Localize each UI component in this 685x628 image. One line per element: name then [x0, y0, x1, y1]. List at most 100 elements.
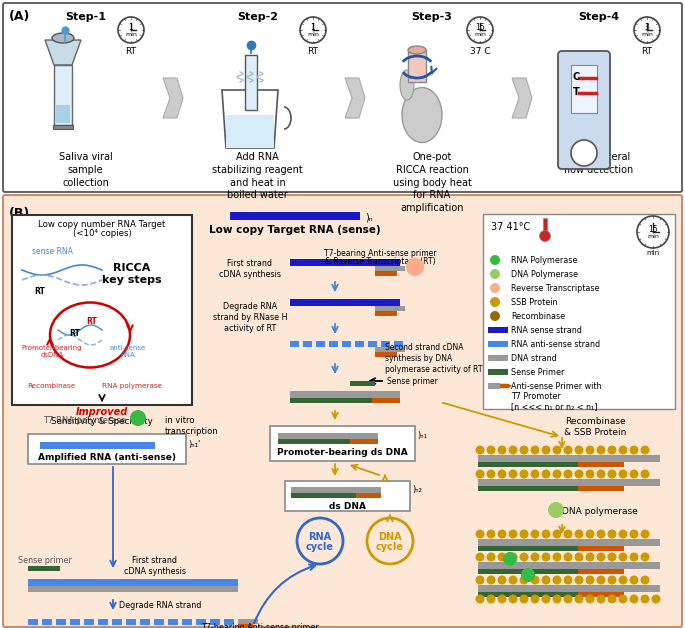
- Circle shape: [575, 595, 584, 604]
- Circle shape: [597, 553, 606, 561]
- Bar: [483, 214, 675, 409]
- Bar: [394, 341, 403, 347]
- Text: DNA: DNA: [378, 532, 402, 542]
- Bar: [355, 341, 364, 347]
- Text: C: C: [573, 72, 580, 82]
- Bar: [375, 347, 405, 352]
- Text: 3: 3: [645, 23, 649, 31]
- Text: Rapid lateral
flow detection: Rapid lateral flow detection: [564, 152, 634, 175]
- Text: RNA: RNA: [308, 532, 332, 542]
- Text: )ₙ₁: )ₙ₁: [417, 431, 427, 440]
- Text: T7-bearing Anti-sense primer: T7-bearing Anti-sense primer: [324, 249, 436, 258]
- Circle shape: [497, 445, 506, 455]
- Bar: [478, 562, 660, 569]
- Circle shape: [497, 575, 506, 585]
- Circle shape: [619, 553, 627, 561]
- Text: Add RNA
stabilizing reagent
and heat in
boiled water: Add RNA stabilizing reagent and heat in …: [212, 152, 303, 200]
- Circle shape: [608, 445, 616, 455]
- Circle shape: [497, 529, 506, 538]
- FancyBboxPatch shape: [3, 195, 682, 627]
- Text: First strand
cDNA synthesis: First strand cDNA synthesis: [124, 556, 186, 576]
- Circle shape: [630, 595, 638, 604]
- Text: Sense primer: Sense primer: [18, 556, 72, 565]
- Bar: [182, 619, 192, 625]
- Bar: [98, 619, 108, 625]
- Text: & Reverse Transcriptase (RT): & Reverse Transcriptase (RT): [325, 257, 435, 266]
- Bar: [488, 355, 508, 361]
- Circle shape: [486, 553, 495, 561]
- Text: RT: RT: [125, 47, 136, 56]
- Bar: [28, 566, 60, 571]
- Bar: [290, 299, 400, 306]
- Circle shape: [571, 140, 597, 166]
- Bar: [224, 619, 234, 625]
- Circle shape: [519, 575, 529, 585]
- Circle shape: [508, 445, 517, 455]
- Circle shape: [586, 470, 595, 479]
- Circle shape: [586, 553, 595, 561]
- Circle shape: [475, 470, 484, 479]
- Polygon shape: [345, 78, 365, 118]
- Text: in vitro
transcription: in vitro transcription: [165, 416, 219, 436]
- Circle shape: [640, 595, 649, 604]
- Bar: [488, 369, 508, 375]
- Text: Sense Primer: Sense Primer: [511, 368, 564, 377]
- Text: Recombinase: Recombinase: [511, 312, 565, 321]
- Circle shape: [508, 470, 517, 479]
- Circle shape: [519, 470, 529, 479]
- FancyBboxPatch shape: [558, 51, 610, 169]
- Bar: [375, 306, 405, 311]
- Circle shape: [630, 445, 638, 455]
- Bar: [478, 592, 578, 597]
- Circle shape: [597, 595, 606, 604]
- Circle shape: [619, 575, 627, 585]
- Circle shape: [406, 258, 424, 276]
- Circle shape: [575, 529, 584, 538]
- Text: 15: 15: [648, 224, 658, 234]
- Text: (<10⁴ copies): (<10⁴ copies): [73, 229, 132, 238]
- Bar: [478, 585, 660, 592]
- Text: (B): (B): [9, 207, 30, 220]
- Circle shape: [497, 553, 506, 561]
- Text: 1: 1: [129, 23, 134, 31]
- Bar: [375, 311, 397, 316]
- Circle shape: [486, 595, 495, 604]
- Text: Degrade RNA strand: Degrade RNA strand: [119, 601, 201, 610]
- Circle shape: [530, 470, 540, 479]
- Circle shape: [467, 17, 493, 43]
- Bar: [56, 105, 70, 123]
- Bar: [478, 455, 660, 462]
- Circle shape: [530, 529, 540, 538]
- Bar: [290, 341, 299, 347]
- Bar: [28, 434, 186, 464]
- Bar: [350, 439, 378, 444]
- Circle shape: [575, 575, 584, 585]
- Bar: [270, 426, 415, 461]
- Circle shape: [475, 575, 484, 585]
- Bar: [478, 569, 578, 574]
- Circle shape: [490, 269, 500, 279]
- Text: Degrade RNA
strand by RNase H
activity of RT: Degrade RNA strand by RNase H activity o…: [213, 302, 287, 333]
- Text: min: min: [307, 31, 319, 36]
- Text: Low copy Target RNA (sense): Low copy Target RNA (sense): [209, 225, 381, 235]
- Bar: [478, 462, 578, 467]
- Circle shape: [519, 445, 529, 455]
- Bar: [53, 125, 73, 129]
- Bar: [70, 619, 80, 625]
- Bar: [290, 391, 400, 398]
- Circle shape: [521, 568, 535, 582]
- Bar: [168, 619, 178, 625]
- Circle shape: [542, 445, 551, 455]
- Text: Step-1: Step-1: [65, 12, 106, 22]
- Text: )ₙ₂: )ₙ₂: [412, 485, 422, 494]
- Circle shape: [486, 575, 495, 585]
- Bar: [196, 619, 206, 625]
- Bar: [56, 619, 66, 625]
- Text: Promoter-bearing
dsDNA: Promoter-bearing dsDNA: [22, 345, 82, 358]
- Circle shape: [597, 575, 606, 585]
- Circle shape: [475, 553, 484, 561]
- Text: min: min: [474, 31, 486, 36]
- Ellipse shape: [400, 70, 414, 100]
- Circle shape: [619, 445, 627, 455]
- Bar: [372, 398, 400, 403]
